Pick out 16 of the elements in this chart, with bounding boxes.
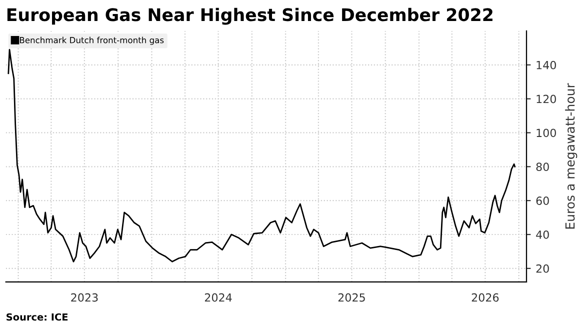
chart-title: European Gas Near Highest Since December 2022: [7, 8, 492, 25]
legend-label: Benchmark Dutch front-month gas: [20, 36, 164, 45]
y-tick-label: 80: [536, 162, 549, 172]
x-tick-label: 2025: [338, 293, 365, 302]
source-note: Source: ICE: [6, 313, 68, 321]
y-axis-title: Euros a megawatt-hour: [565, 83, 578, 229]
x-tick-label: 2023: [71, 293, 98, 302]
x-tick-label: 2026: [472, 293, 499, 302]
x-tick-label: 2024: [204, 293, 232, 302]
y-tick-label: 100: [536, 128, 556, 138]
line-series: [8, 48, 516, 262]
y-tick-label: 60: [536, 196, 549, 205]
y-tick-label: 20: [536, 264, 549, 273]
y-tick-label: 120: [536, 94, 556, 104]
y-tick-label: 40: [536, 230, 549, 239]
y-tick-label: 140: [536, 60, 556, 70]
